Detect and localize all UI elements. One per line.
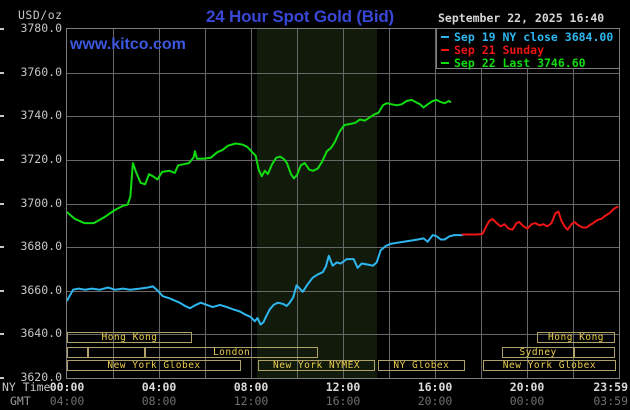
price-line-sep-19 [67,234,464,326]
legend-item-label: Sep 19 NY close 3684.00 [454,29,614,44]
legend-item: Sep 21 Sunday [441,42,619,57]
session-box-new-york-globex: New York Globex [482,360,616,371]
legend-dash-icon [441,35,449,38]
legend-dash-icon [441,61,449,64]
datetime-label: September 22, 2025 16:40 [438,11,605,25]
legend-item: Sep 22 Last 3746.60 [441,55,619,70]
ny-time-tick-label: 12:00 [325,380,361,394]
ny-time-tick-label: 23:59 [593,380,628,394]
session-box-new-york-nymex: New York NYMEX [257,360,376,371]
session-box-hong-kong: Hong Kong [67,332,192,343]
gmt-axis-label: GMT [10,394,31,408]
y-axis-tick-label: 3740.0 [20,108,62,123]
y-axis-tick-mark [0,158,4,161]
y-axis-tick-label: 3780.0 [20,21,62,35]
ny-time-tick-label: 20:00 [509,380,545,394]
ny-time-axis-label: NY Time [2,380,51,394]
gmt-tick-label: 16:00 [325,394,361,408]
y-axis-tick-mark [0,28,4,30]
ny-time-tick-label: 16:00 [417,380,453,394]
ny-time-tick-label: 00:00 [49,380,85,394]
nymex-session-highlight-band [257,29,378,378]
y-axis-tick-label: 3660.0 [20,282,62,297]
gridline-layer [67,29,619,378]
session-box-hong-kong: Hong Kong [536,332,616,343]
y-axis-tick-label: 3680.0 [20,239,62,254]
session-box-london: London [145,347,319,358]
price-series-layer [67,98,619,326]
y-axis-tick-mark [0,377,4,379]
y-axis-tick-mark [0,115,4,118]
y-axis-tick-label: 3700.0 [20,195,62,210]
y-axis-tick-label: 3720.0 [20,151,62,166]
price-line-sep-21 [461,205,619,236]
gmt-tick-label: 04:00 [49,394,85,408]
y-axis-tick-mark [0,289,4,292]
ny-time-tick-label: 04:00 [141,380,177,394]
ny-time-tick-label: 08:00 [233,380,269,394]
session-box [574,347,616,358]
legend-item: Sep 19 NY close 3684.00 [441,29,619,44]
y-axis-tick-mark [0,333,4,336]
y-axis-tick-label: 3620.0 [20,370,62,384]
y-axis-tick-label: 3640.0 [20,326,62,341]
legend-item-label: Sep 22 Last 3746.60 [454,55,586,70]
session-box-sydney: Sydney [502,347,575,358]
session-box-new-york-globex: New York Globex [67,360,242,371]
gmt-tick-label: 03:59 [593,394,628,408]
y-axis-tick-label: 3760.0 [20,64,62,79]
y-axis-tick-mark [0,246,4,249]
gmt-tick-label: 08:00 [141,394,177,408]
legend-item-label: Sep 21 Sunday [454,42,545,57]
kitco-watermark-link[interactable]: www.kitco.com [70,36,186,53]
legend-box: Sep 19 NY close 3684.00 Sep 21 Sunday Sep … [436,29,619,70]
session-box [88,347,146,358]
price-line-sep-22 [67,98,452,225]
y-axis-tick-mark [0,71,4,74]
gmt-tick-label: 00:00 [509,394,545,408]
page-title: 24 Hour Spot Gold (Bid) [205,7,395,26]
gmt-tick-label: 12:00 [233,394,269,408]
y-axis-unit-label: USD/oz [18,8,63,22]
legend-dash-icon [441,48,449,51]
session-box [67,347,89,358]
y-axis-tick-mark [0,202,4,205]
gmt-tick-label: 20:00 [417,394,453,408]
session-box-ny-globex: NY Globex [377,360,465,371]
plot-area: www.kitco.com Sep 19 NY close 3684.00 Sep… [66,28,620,379]
